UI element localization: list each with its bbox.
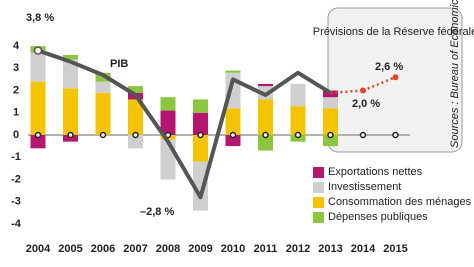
annotation: 2,0 % xyxy=(352,98,380,110)
bar-segment xyxy=(193,135,208,162)
line-line xyxy=(37,48,332,200)
bar-segment xyxy=(63,59,78,89)
bar-segment xyxy=(323,135,338,147)
bar-segment xyxy=(30,135,46,149)
x-tick-label: 2009 xyxy=(188,243,212,255)
y-tick-label: 1 xyxy=(13,107,19,119)
y-tick-label: 0 xyxy=(13,129,19,141)
bar-segment xyxy=(225,108,241,135)
y-tick-label: 4 xyxy=(13,40,20,52)
y-tick-label: 2 xyxy=(13,84,19,96)
bar-segment xyxy=(290,83,306,107)
y-tick-label: -4 xyxy=(11,218,22,230)
bar-segment xyxy=(290,106,306,135)
bar-segment xyxy=(323,90,338,98)
axis-dot xyxy=(99,131,107,139)
bar-segment xyxy=(258,135,273,151)
x-tick-label: 2005 xyxy=(58,243,82,255)
x-tick-label: 2014 xyxy=(351,243,376,255)
axis-dot xyxy=(294,131,302,139)
bar-segment xyxy=(128,99,143,135)
forecast-title: Prévisions de la Réserve fédérale xyxy=(313,26,474,38)
forecast-line xyxy=(362,76,396,92)
annotation: 3,8 % xyxy=(26,12,54,24)
x-tick-label: 2008 xyxy=(156,243,180,255)
bar-segment xyxy=(63,55,78,60)
axis-dot xyxy=(67,131,74,139)
x-tick-label: 2013 xyxy=(318,243,342,255)
axis-dot xyxy=(327,131,334,139)
legend-swatch xyxy=(313,167,324,178)
bar-segment xyxy=(128,86,143,93)
x-tick-label: 2011 xyxy=(254,243,278,255)
source: Sources : Bureau of Economic Analysis, F… xyxy=(449,0,461,148)
y-tick-label: 3 xyxy=(13,62,19,74)
legend-label: Consommation des ménages xyxy=(328,196,472,208)
annotation: 2,6 % xyxy=(375,61,403,73)
legend-label: Exportations nettes xyxy=(328,166,423,178)
axis-dot xyxy=(34,131,42,139)
series-label: PIB xyxy=(110,58,128,70)
x-tick-label: 2010 xyxy=(221,243,245,255)
x-tick-label: 2004 xyxy=(26,243,51,255)
bar-segment xyxy=(95,81,111,93)
axis-dot xyxy=(392,131,399,139)
forecast-connector xyxy=(330,89,364,95)
bar-segment xyxy=(193,99,208,113)
bar-segment xyxy=(160,97,176,111)
pib-dot xyxy=(33,46,43,55)
legend-swatch xyxy=(313,212,324,223)
x-tick-label: 2007 xyxy=(123,243,147,255)
axis-dot xyxy=(359,131,367,139)
legend-swatch xyxy=(313,182,324,193)
x-tick-label: 2015 xyxy=(383,243,407,255)
y-tick-label: -1 xyxy=(11,151,21,163)
bar-segment xyxy=(160,110,176,135)
y-tick-label: -2 xyxy=(11,173,21,185)
bar-segment xyxy=(323,97,338,109)
x-tick-label: 2006 xyxy=(91,243,115,255)
bar-segment xyxy=(63,88,78,135)
bar-segment xyxy=(95,92,111,135)
bar-segment xyxy=(323,108,338,135)
bar-segment xyxy=(225,70,241,73)
bar-segment xyxy=(63,135,78,142)
bar-segment xyxy=(258,99,273,135)
bar-segment xyxy=(258,83,273,87)
annotation: –2,8 % xyxy=(140,206,174,218)
y-tick-label: -3 xyxy=(11,196,21,208)
axis-dot xyxy=(262,131,269,139)
legend: Exportations nettes Investissement Consomm… xyxy=(313,166,472,223)
bar-segment xyxy=(225,135,241,147)
bar-segment xyxy=(128,135,143,149)
legend-label: Investissement xyxy=(328,181,401,193)
legend-label: Dépenses publiques xyxy=(328,211,428,223)
x-tick-label: 2012 xyxy=(286,243,310,255)
bar-segment xyxy=(290,135,306,142)
axis-dot xyxy=(197,131,204,139)
forecast-dot xyxy=(360,87,366,94)
bar-segment xyxy=(30,52,46,82)
bar-segment xyxy=(193,161,208,211)
legend-swatch xyxy=(313,197,324,208)
axis-dot xyxy=(229,131,237,139)
bar-segment xyxy=(193,112,208,135)
bar-segment xyxy=(30,81,46,135)
forecast-dot xyxy=(392,74,399,81)
axis-dot xyxy=(132,131,139,139)
